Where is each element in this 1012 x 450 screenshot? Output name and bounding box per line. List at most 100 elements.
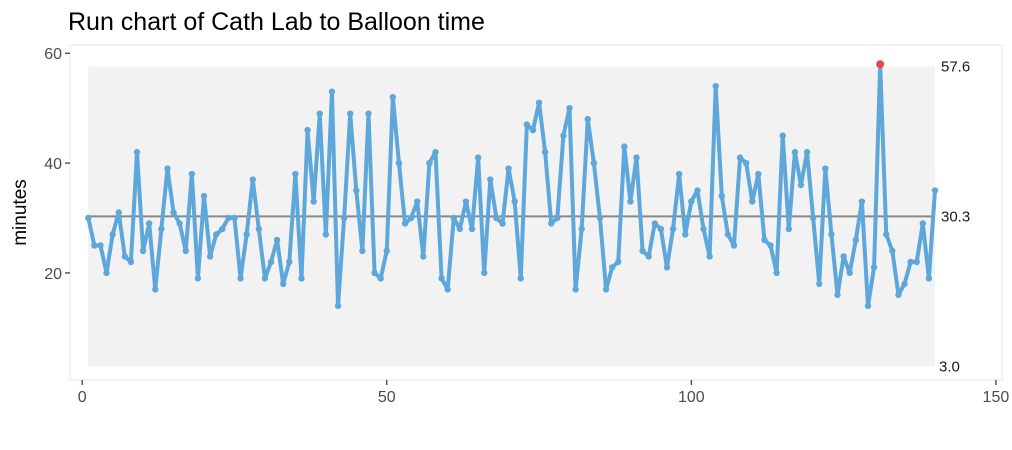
data-point xyxy=(91,242,98,249)
data-point xyxy=(615,258,622,266)
data-point xyxy=(188,170,196,178)
data-point xyxy=(560,132,567,139)
data-point xyxy=(809,214,817,222)
data-point xyxy=(828,231,835,238)
y-tick-label: 20 xyxy=(44,266,62,283)
data-point xyxy=(389,93,397,101)
data-point xyxy=(322,231,330,238)
data-point xyxy=(176,220,183,227)
data-point xyxy=(883,231,890,238)
y-axis: 20 40 60 xyxy=(44,46,70,283)
x-tick-label: 50 xyxy=(378,389,396,406)
data-point xyxy=(377,275,384,282)
data-point xyxy=(657,225,665,233)
data-point xyxy=(730,242,738,249)
data-point xyxy=(645,253,652,260)
data-point xyxy=(596,214,604,222)
data-point xyxy=(566,104,573,112)
data-point xyxy=(426,159,433,167)
data-point xyxy=(608,264,616,271)
data-point xyxy=(249,176,256,183)
data-point xyxy=(907,258,914,266)
data-point xyxy=(682,231,689,238)
data-point xyxy=(456,225,464,233)
data-point xyxy=(870,264,878,271)
data-point xyxy=(529,126,537,134)
upper-limit-label: 57.6 xyxy=(941,58,970,75)
data-point xyxy=(864,302,872,310)
data-point xyxy=(791,148,799,156)
data-point xyxy=(231,214,238,222)
data-point xyxy=(803,148,811,156)
data-point xyxy=(706,253,713,260)
data-point xyxy=(724,231,732,238)
data-point xyxy=(139,247,147,255)
data-point xyxy=(487,176,494,183)
lower-limit-label: 3.0 xyxy=(939,358,960,375)
chart-title: Run chart of Cath Lab to Balloon time xyxy=(68,8,485,36)
data-point xyxy=(633,154,640,161)
data-point xyxy=(414,198,421,205)
data-point xyxy=(639,247,646,255)
data-point xyxy=(462,198,470,205)
data-point xyxy=(773,269,780,277)
data-point xyxy=(834,291,841,299)
data-point xyxy=(767,242,774,249)
data-point xyxy=(663,264,671,271)
data-point xyxy=(225,214,232,222)
data-point xyxy=(310,198,317,205)
data-point xyxy=(535,99,543,106)
data-point xyxy=(499,220,506,227)
data-point xyxy=(450,214,457,222)
data-point xyxy=(438,275,445,282)
data-point xyxy=(432,148,439,156)
x-axis: 0 50 100 150 xyxy=(78,380,1009,406)
data-point xyxy=(133,148,141,156)
data-point xyxy=(554,214,561,222)
data-point xyxy=(255,225,263,233)
data-point xyxy=(371,269,378,277)
data-point xyxy=(931,187,939,194)
data-point xyxy=(749,198,756,205)
data-point xyxy=(901,280,908,288)
data-point xyxy=(816,280,823,288)
data-point xyxy=(261,275,269,282)
data-point xyxy=(273,236,281,244)
y-axis-title: minutes xyxy=(10,179,31,246)
data-point xyxy=(548,220,555,227)
data-point xyxy=(158,225,165,233)
data-point xyxy=(846,269,853,277)
data-point xyxy=(761,236,768,244)
data-point xyxy=(572,286,579,293)
data-point xyxy=(505,165,512,172)
data-point xyxy=(383,247,390,255)
x-tick-label: 0 xyxy=(78,389,87,406)
data-point xyxy=(669,225,677,233)
data-point xyxy=(523,121,531,128)
data-point xyxy=(474,154,482,161)
data-point xyxy=(267,258,275,266)
y-tick-label: 40 xyxy=(44,156,62,173)
data-point xyxy=(541,148,549,156)
data-point xyxy=(219,225,226,233)
data-point xyxy=(919,220,927,227)
highlight-point xyxy=(876,60,885,69)
data-point xyxy=(621,143,628,150)
data-point xyxy=(779,132,786,139)
x-tick-label: 100 xyxy=(678,389,705,406)
data-point xyxy=(97,242,104,249)
data-point xyxy=(840,253,847,260)
y-tick-label: 60 xyxy=(44,46,62,63)
data-point xyxy=(895,291,902,299)
data-point xyxy=(340,214,348,222)
data-point xyxy=(736,154,744,161)
plot-panel-border xyxy=(69,44,1003,381)
data-points xyxy=(85,60,939,310)
data-point xyxy=(742,159,750,167)
data-point xyxy=(347,110,354,117)
data-point xyxy=(797,181,805,189)
data-point xyxy=(420,253,427,260)
data-point xyxy=(444,286,451,293)
